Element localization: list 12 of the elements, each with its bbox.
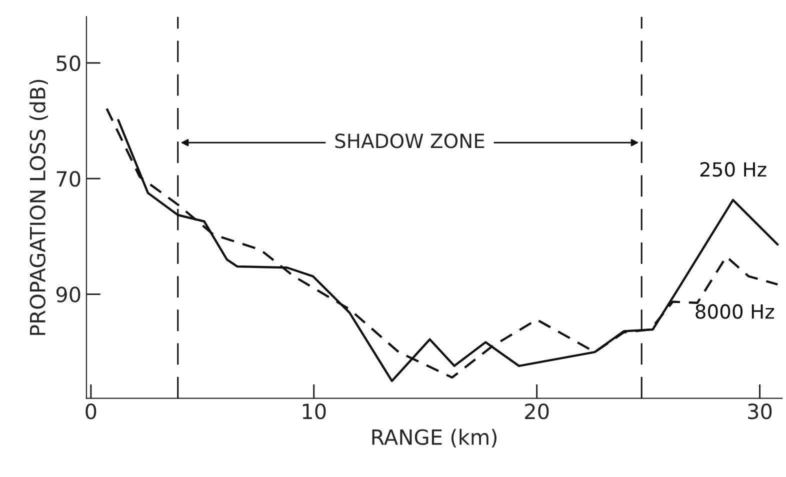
x-tick-label: 10 — [302, 404, 326, 420]
series-label: 250 Hz — [700, 162, 766, 177]
y-axis-title: PROPAGATION LOSS (dB) — [29, 80, 48, 335]
series-label: 8000 Hz — [696, 304, 774, 319]
y-tick-label: 50 — [56, 55, 80, 72]
x-tick-label: 0 — [86, 404, 96, 420]
annotation: SHADOW ZONE — [335, 134, 484, 148]
x-tick-label: 30 — [748, 404, 772, 420]
y-tick-label: 70 — [56, 171, 80, 187]
x-tick-label: 20 — [525, 404, 549, 420]
x-axis-title: RANGE (km) — [372, 428, 496, 448]
y-tick-label: 90 — [56, 286, 80, 302]
